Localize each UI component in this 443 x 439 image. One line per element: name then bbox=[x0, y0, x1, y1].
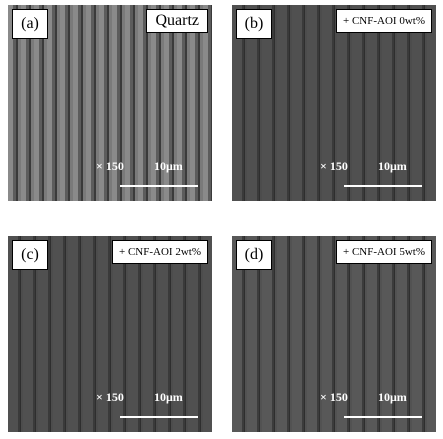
panel-label: (c) bbox=[12, 240, 48, 270]
magnification: × 150 bbox=[96, 159, 124, 174]
panel-label: (d) bbox=[236, 240, 272, 270]
micrograph-panel: (d) + CNF-AOI 5wt% × 150 10μm bbox=[232, 236, 436, 432]
figure: (a) Quartz × 150 10μm (b) + CNF-AOI 0wt% × 150… bbox=[0, 0, 443, 439]
magnification: × 150 bbox=[320, 159, 348, 174]
sample-tag: + CNF-AOI 2wt% bbox=[112, 240, 208, 264]
micrograph-panel: (c) + CNF-AOI 2wt% × 150 10μm bbox=[8, 236, 212, 432]
sample-tag: + CNF-AOI 5wt% bbox=[336, 240, 432, 264]
panel-label: (a) bbox=[12, 9, 48, 39]
panel-label: (b) bbox=[236, 9, 272, 39]
scale-bar bbox=[120, 185, 198, 187]
scale-label: 10μm bbox=[154, 159, 183, 174]
sample-tag: + CNF-AOI 0wt% bbox=[336, 9, 432, 33]
scale-label: 10μm bbox=[378, 159, 407, 174]
magnification: × 150 bbox=[96, 390, 124, 405]
scale-bar bbox=[344, 185, 422, 187]
micrograph-panel: (b) + CNF-AOI 0wt% × 150 10μm bbox=[232, 5, 436, 201]
sample-tag: Quartz bbox=[146, 9, 208, 33]
scale-label: 10μm bbox=[378, 390, 407, 405]
scale-label: 10μm bbox=[154, 390, 183, 405]
micrograph-panel: (a) Quartz × 150 10μm bbox=[8, 5, 212, 201]
scale-bar bbox=[120, 416, 198, 418]
magnification: × 150 bbox=[320, 390, 348, 405]
scale-bar bbox=[344, 416, 422, 418]
